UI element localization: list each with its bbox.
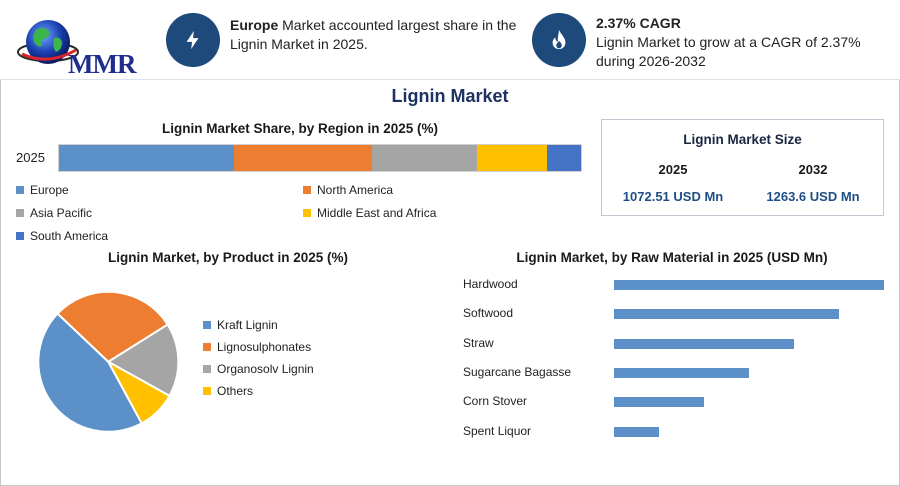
region-segment-4 bbox=[547, 145, 581, 171]
raw-material-label: Sugarcane Bagasse bbox=[463, 364, 572, 379]
info-cagr: 2.37% CAGR Lignin Market to grow at a CA… bbox=[596, 14, 886, 71]
region-year-label: 2025 bbox=[16, 150, 45, 165]
market-size-box: Lignin Market Size 2025 2032 1072.51 USD… bbox=[601, 119, 884, 216]
legend-swatch bbox=[203, 387, 211, 395]
region-legend-item: South America bbox=[16, 229, 108, 243]
legend-label: Europe bbox=[30, 183, 69, 197]
market-size-year-2032: 2032 bbox=[798, 162, 828, 177]
legend-label: Asia Pacific bbox=[30, 206, 93, 220]
product-pie-chart bbox=[37, 290, 180, 433]
region-segment-1 bbox=[233, 145, 373, 171]
raw-material-bar bbox=[614, 338, 794, 349]
raw-material-label: Straw bbox=[463, 335, 494, 350]
legend-label: Organosolv Lignin bbox=[217, 362, 314, 376]
legend-swatch bbox=[16, 232, 24, 240]
legend-label: Lignosulphonates bbox=[217, 340, 312, 354]
info-europe: Europe Market accounted largest share in… bbox=[230, 16, 520, 54]
legend-swatch bbox=[203, 321, 211, 329]
logo-text: MMR bbox=[68, 49, 136, 79]
info-europe-bold: Europe bbox=[230, 17, 279, 33]
raw-material-label: Spent Liquor bbox=[463, 423, 532, 438]
product-legend-item: Kraft Lignin bbox=[203, 318, 278, 332]
market-size-year-2025: 2025 bbox=[658, 162, 688, 177]
product-legend-item: Organosolv Lignin bbox=[203, 362, 314, 376]
product-chart-title: Lignin Market, by Product in 2025 (%) bbox=[107, 250, 349, 265]
legend-label: Kraft Lignin bbox=[217, 318, 278, 332]
legend-label: Others bbox=[217, 384, 254, 398]
raw-material-bar bbox=[614, 280, 884, 290]
lightning-icon bbox=[166, 13, 220, 67]
legend-swatch bbox=[303, 186, 311, 194]
info-europe-text: Market accounted largest share in the Li… bbox=[230, 17, 517, 52]
region-chart-title: Lignin Market Share, by Region in 2025 (… bbox=[161, 121, 439, 136]
region-legend-item: Asia Pacific bbox=[16, 206, 92, 220]
raw-material-bar bbox=[614, 309, 839, 320]
flame-icon bbox=[532, 13, 586, 67]
legend-swatch bbox=[303, 209, 311, 217]
market-size-value-2032: 1263.6 USD Mn bbox=[766, 189, 860, 204]
raw-material-bar bbox=[614, 397, 704, 408]
legend-swatch bbox=[203, 343, 211, 351]
region-segment-0 bbox=[59, 145, 234, 171]
legend-label: North America bbox=[317, 183, 394, 197]
region-segment-3 bbox=[476, 145, 548, 171]
market-size-value-2025: 1072.51 USD Mn bbox=[622, 189, 724, 204]
info-cagr-text: Lignin Market to grow at a CAGR of 2.37%… bbox=[596, 34, 861, 69]
product-legend-item: Lignosulphonates bbox=[203, 340, 311, 354]
raw-material-bar bbox=[614, 367, 749, 378]
mmr-logo: MMR bbox=[14, 12, 144, 79]
pie-slice-0 bbox=[37, 312, 144, 433]
pie-slice-1 bbox=[56, 290, 170, 364]
region-legend-item: Middle East and Africa bbox=[303, 206, 436, 220]
pie-slice-3 bbox=[105, 359, 171, 425]
region-legend-item: North America bbox=[303, 183, 393, 197]
info-cagr-bold: 2.37% CAGR bbox=[596, 15, 681, 31]
region-segment-2 bbox=[372, 145, 477, 171]
pie-slice-2 bbox=[106, 323, 180, 398]
globe-icon bbox=[17, 20, 79, 64]
legend-swatch bbox=[203, 365, 211, 373]
legend-label: South America bbox=[30, 229, 109, 243]
header-band bbox=[0, 0, 900, 80]
legend-swatch bbox=[16, 209, 24, 217]
legend-label: Middle East and Africa bbox=[317, 206, 437, 220]
region-legend-item: Europe bbox=[16, 183, 69, 197]
region-stacked-bar bbox=[58, 144, 582, 172]
legend-swatch bbox=[16, 186, 24, 194]
product-legend-item: Others bbox=[203, 384, 253, 398]
raw-material-label: Hardwood bbox=[463, 277, 518, 291]
raw-material-label: Corn Stover bbox=[463, 394, 528, 409]
raw-material-label: Softwood bbox=[463, 306, 514, 321]
market-size-title: Lignin Market Size bbox=[683, 132, 802, 147]
raw-material-bar bbox=[614, 426, 659, 437]
main-title: Lignin Market bbox=[391, 86, 509, 106]
raw-material-chart-title: Lignin Market, by Raw Material in 2025 (… bbox=[516, 250, 828, 265]
